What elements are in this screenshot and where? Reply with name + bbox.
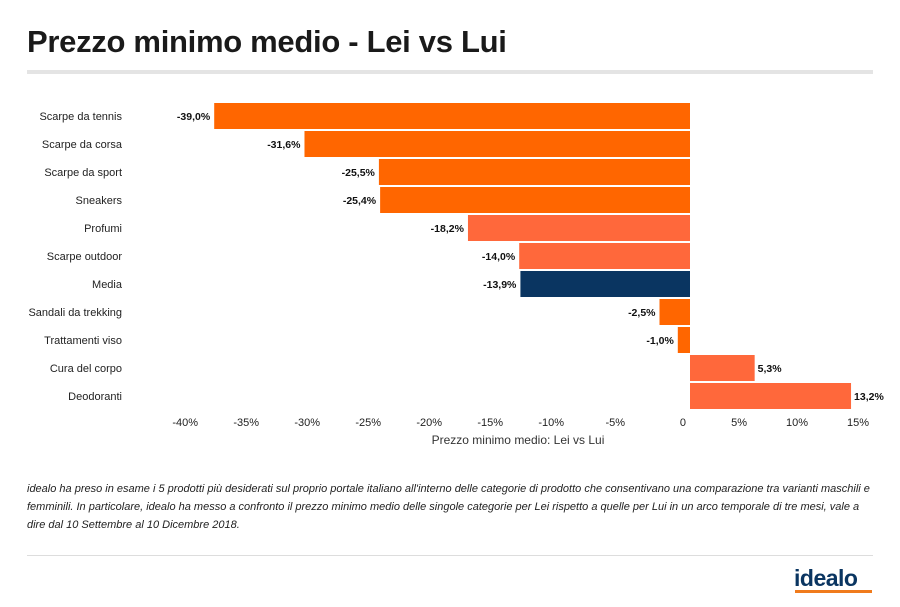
x-tick-label: 10%: [786, 417, 808, 429]
category-label: Sneakers: [76, 195, 123, 207]
data-label: -13,9%: [483, 279, 517, 291]
data-label: -31,6%: [267, 139, 301, 151]
data-label: -25,5%: [342, 167, 376, 179]
category-label: Scarpe da tennis: [39, 111, 122, 123]
bar: [519, 243, 690, 269]
bar: [677, 327, 690, 353]
x-tick-label: -10%: [538, 417, 564, 429]
x-tick-label: -15%: [477, 417, 503, 429]
x-tick-label: 15%: [847, 417, 869, 429]
idealo-logo: idealo: [794, 565, 858, 591]
category-label: Profumi: [84, 223, 122, 235]
data-label: -2,5%: [628, 307, 656, 319]
category-label: Trattamenti viso: [44, 335, 122, 347]
footer-divider: [27, 555, 873, 556]
x-tick-label: -30%: [294, 417, 320, 429]
category-label: Cura del corpo: [50, 363, 122, 375]
bar: [659, 299, 690, 325]
data-label: 5,3%: [758, 363, 783, 375]
category-label: Scarpe da corsa: [42, 139, 123, 151]
category-label: Media: [92, 279, 123, 291]
bar: [690, 355, 755, 381]
category-label: Scarpe outdoor: [47, 251, 123, 263]
x-axis-title: Prezzo minimo medio: Lei vs Lui: [432, 433, 605, 447]
category-label: Sandali da trekking: [28, 307, 122, 319]
logo-underline: [795, 590, 872, 593]
page-title: Prezzo minimo medio - Lei vs Lui: [27, 24, 507, 59]
bar: [520, 271, 690, 297]
data-label: -18,2%: [431, 223, 465, 235]
data-label: -25,4%: [343, 195, 377, 207]
x-tick-label: 0: [680, 417, 686, 429]
x-tick-label: -40%: [172, 417, 198, 429]
data-label: -14,0%: [482, 251, 516, 263]
bar: [380, 187, 690, 213]
bar: [467, 215, 690, 241]
methodology-note: idealo ha preso in esame i 5 prodotti pi…: [27, 483, 870, 531]
data-label: -1,0%: [646, 335, 674, 347]
x-tick-label: -20%: [416, 417, 442, 429]
category-label: Scarpe da sport: [44, 167, 122, 179]
x-tick-label: 5%: [731, 417, 747, 429]
bar: [304, 131, 690, 157]
x-tick-label: -25%: [355, 417, 381, 429]
x-tick-label: -35%: [233, 417, 259, 429]
bar: [690, 383, 852, 409]
title-divider: [27, 70, 873, 74]
bar: [378, 159, 690, 185]
bar-chart: Scarpe da tennis -39,0% Scarpe da corsa -31…: [28, 103, 884, 447]
bar: [214, 103, 690, 129]
x-tick-label: -5%: [605, 417, 625, 429]
data-label: -39,0%: [177, 111, 211, 123]
category-label: Deodoranti: [68, 391, 122, 403]
data-label: 13,2%: [854, 391, 884, 403]
